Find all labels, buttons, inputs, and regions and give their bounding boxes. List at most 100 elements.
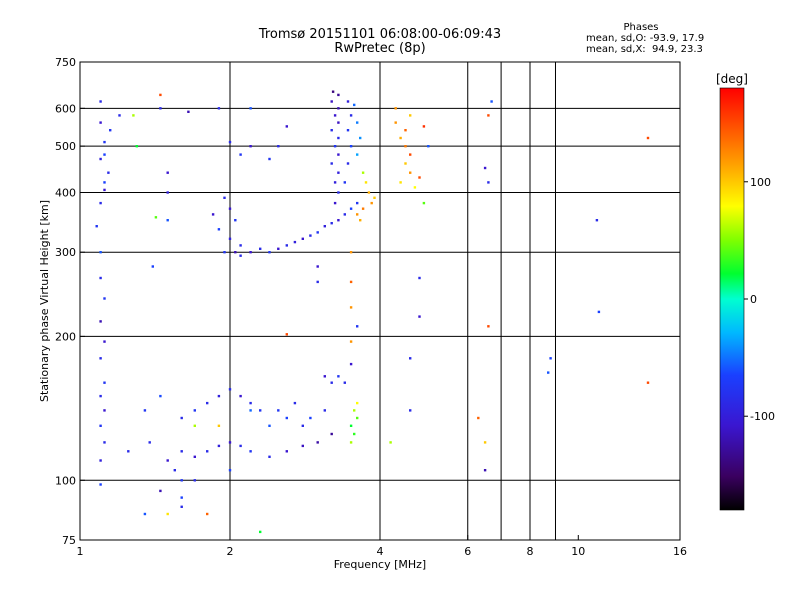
scatter-point (211, 213, 215, 216)
scatter-point (337, 191, 340, 194)
scatter-point (404, 129, 407, 132)
scatter-point (249, 145, 252, 148)
scatter-point (103, 340, 106, 343)
scatter-point (228, 237, 232, 240)
scatter-point (399, 136, 402, 140)
scatter-point (316, 265, 319, 268)
scatter-point (249, 409, 252, 412)
scatter-point (223, 251, 226, 254)
scatter-point (239, 444, 242, 448)
y-tick-label: 500 (55, 140, 76, 153)
scatter-point (309, 234, 312, 237)
scatter-point (337, 171, 340, 174)
y-tick-label: 75 (62, 534, 76, 547)
scatter-point (330, 129, 333, 132)
scatter-point (228, 140, 232, 144)
scatter-point (333, 145, 337, 148)
scatter-point (285, 244, 288, 247)
scatter-point (349, 362, 353, 366)
scatter-point (132, 114, 135, 117)
scatter-point (206, 450, 209, 453)
chart-title: Tromsø 20151101 06:08:00-06:09:43 (258, 27, 502, 42)
y-tick-label: 100 (55, 474, 76, 487)
colorbar (719, 87, 745, 511)
scatter-point (337, 136, 340, 140)
scatter-point (173, 469, 176, 472)
scatter-point (143, 512, 147, 516)
scatter-point (356, 325, 359, 328)
colorbar-unit: [deg] (716, 72, 748, 86)
scatter-point (103, 441, 106, 444)
scatter-point (103, 153, 106, 156)
scatter-point (356, 213, 359, 216)
scatter-point (370, 201, 373, 205)
scatter-point (217, 107, 221, 110)
scatter-point (166, 512, 169, 516)
colorbar-ticks: 100 0 -100 (744, 176, 775, 423)
scatter-point (277, 409, 280, 412)
scatter-point (409, 153, 412, 156)
scatter-point (487, 181, 490, 184)
scatter-point (359, 136, 362, 140)
scatter-point (337, 121, 340, 124)
scatter-point (180, 479, 183, 482)
scatter-point (389, 441, 392, 444)
scatter-point (367, 191, 371, 194)
scatter-point (99, 394, 102, 398)
scatter-point (223, 196, 226, 199)
scatter-point (293, 401, 297, 405)
scatter-point (356, 401, 359, 405)
scatter-point (166, 459, 169, 462)
scatter-point (249, 450, 252, 453)
scatter-point (418, 315, 421, 318)
scatter-point (99, 121, 102, 124)
scatter-point (99, 157, 102, 161)
scatter-point (249, 107, 252, 110)
scatter-point (333, 201, 337, 205)
scatter-point (361, 207, 365, 210)
scatter-point (109, 129, 112, 132)
x-tick-label: 4 (377, 545, 384, 558)
scatter-point (143, 409, 147, 412)
scatter-point (259, 409, 262, 412)
scatter-point (418, 176, 421, 179)
scatter-point (193, 455, 196, 458)
scatter-point (103, 181, 106, 184)
scatter-point (99, 100, 102, 103)
scatter-point (349, 280, 353, 284)
scatter-point (99, 320, 102, 323)
scatter-point (206, 401, 209, 405)
scatter-point (349, 145, 353, 148)
scatter-point (103, 140, 106, 144)
scatter-point (337, 107, 340, 110)
scatter-point (333, 114, 337, 117)
scatter-point (356, 121, 359, 124)
scatter-point (234, 251, 237, 254)
y-tick-label: 600 (55, 102, 76, 115)
scatter-point (330, 381, 333, 384)
scatter-point (646, 381, 650, 384)
scatter-point (166, 219, 169, 222)
colorbar-tick-label: -100 (750, 410, 775, 423)
scatter-point (249, 251, 252, 254)
scatter-point (103, 409, 106, 412)
x-tick-label: 10 (571, 545, 585, 558)
scatter-point (148, 441, 151, 444)
scatter-point (301, 444, 304, 448)
scatter-point (483, 166, 487, 170)
scatter-point (206, 512, 209, 516)
scatter-point (356, 153, 359, 156)
scatter-point (427, 145, 430, 148)
scatter-point (217, 424, 221, 427)
x-tick-label: 1 (77, 545, 84, 558)
scatter-point (394, 107, 397, 110)
x-tick-label: 16 (673, 545, 687, 558)
scatter-point (285, 333, 288, 336)
scatter-point (409, 171, 412, 174)
scatter-point (239, 254, 242, 257)
scatter-point (337, 375, 340, 378)
scatter-point (422, 125, 426, 128)
scatter-point (409, 409, 412, 412)
scatter-point (99, 459, 102, 462)
y-tick-label: 750 (55, 56, 76, 69)
